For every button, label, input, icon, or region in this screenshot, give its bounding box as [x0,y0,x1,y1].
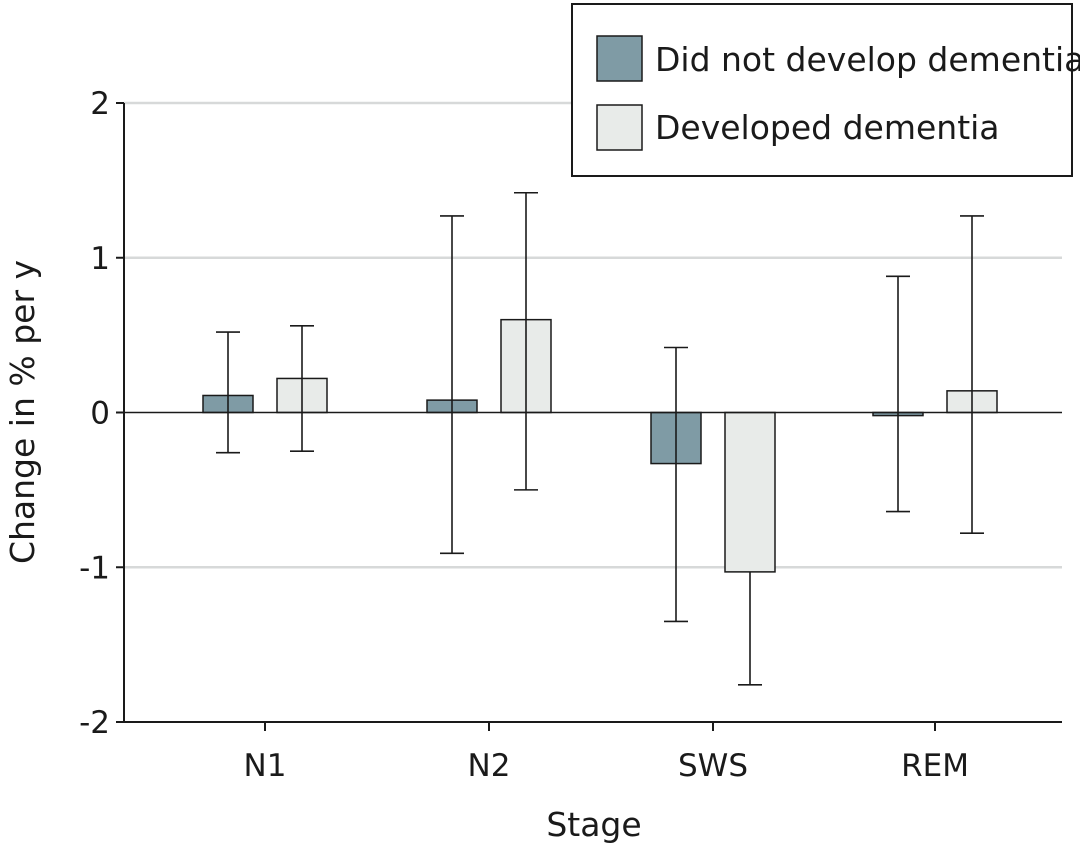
axis-labels: 2 1 0 -1 -2 N1 N2 SWS REM [79,86,969,784]
y-tick-label: -2 [79,705,110,741]
y-axis-title: Change in % per y [3,260,42,564]
legend-swatch-did-not-develop [596,35,643,82]
bars [202,318,998,573]
x-tick-label-n2: N2 [468,748,511,784]
x-axis-title: Stage [546,805,641,844]
legend: Did not develop dementia Developed demen… [571,3,1080,177]
x-tick-label-n1: N1 [244,748,287,784]
legend-label-did-not-develop: Did not develop dementia [655,40,1080,79]
legend-label-developed: Developed dementia [655,108,1000,147]
x-tick-label-sws: SWS [678,748,748,784]
y-tick-label: -1 [79,550,110,586]
axes [116,102,1062,731]
legend-frame [571,3,1073,177]
y-tick-label: 2 [90,86,110,122]
y-tick-label: 1 [90,241,110,277]
legend-swatch-developed [596,104,643,151]
error-bars [216,191,984,686]
x-tick-label-rem: REM [901,748,969,784]
y-tick-label: 0 [90,396,110,432]
bar-sws-series-1 [724,411,776,573]
